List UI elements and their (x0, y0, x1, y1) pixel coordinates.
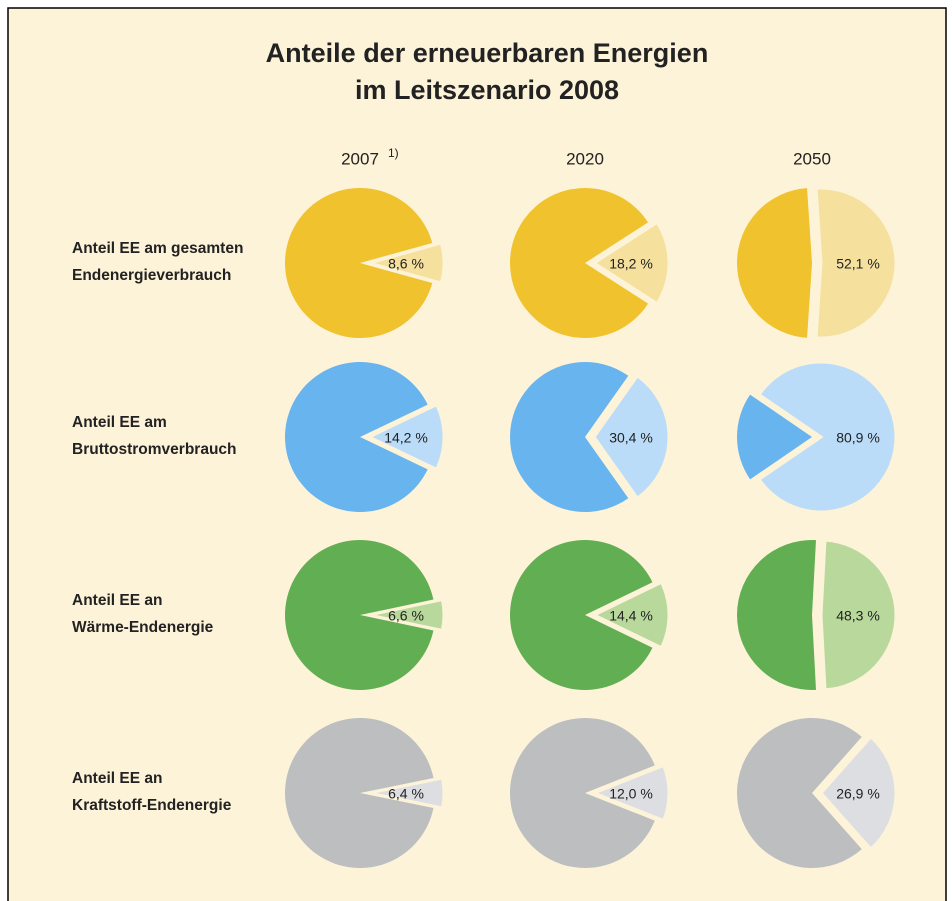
pie-slice (363, 241, 446, 285)
chart-title: Anteile der erneuerbaren Energien (266, 38, 709, 68)
chart-title: im Leitszenario 2008 (355, 75, 619, 105)
value-label: 52,1 % (836, 256, 880, 272)
pie-remainder (737, 394, 812, 480)
pie-slice (589, 763, 671, 823)
value-label: 48,3 % (836, 608, 880, 624)
value-label: 6,6 % (388, 608, 424, 624)
row-label: Anteil EE am (72, 414, 167, 431)
pie-slice (368, 597, 446, 633)
column-label: 2007 (341, 149, 379, 168)
row-label: Endenergieverbrauch (72, 267, 231, 284)
pie-remainder (737, 718, 862, 868)
pie-slice (814, 186, 898, 340)
pie-slice (819, 538, 898, 692)
pie-slice (818, 734, 898, 852)
row-label: Wärme-Endenergie (72, 619, 214, 636)
value-label: 8,6 % (388, 256, 424, 272)
footnote-marker: 1) (388, 146, 399, 160)
pie-remainder (736, 539, 817, 690)
pie-slice (368, 776, 446, 810)
value-label: 6,4 % (388, 786, 424, 802)
pie-slice (590, 580, 671, 650)
pie-remainder (510, 362, 629, 512)
row-label: Anteil EE an (72, 770, 162, 787)
row-label: Kraftstoff-Endenergie (72, 797, 232, 814)
pie-remainder (285, 718, 434, 868)
pie-remainder (285, 362, 428, 512)
pie-slice (591, 220, 671, 306)
column-label: 2050 (793, 149, 831, 168)
row-label: Bruttostromverbrauch (72, 441, 237, 458)
pie-remainder (509, 718, 655, 868)
pie-remainder (284, 540, 434, 690)
value-label: 26,9 % (836, 786, 880, 802)
pie-remainder (510, 188, 649, 338)
row-label: Anteil EE an (72, 592, 162, 609)
pie-remainder (285, 188, 433, 338)
value-label: 18,2 % (609, 256, 653, 272)
pie-remainder (510, 540, 653, 691)
pie-slice (757, 360, 898, 514)
row-label: Anteil EE am gesamten (72, 240, 243, 257)
pie-slice (592, 373, 671, 501)
value-label: 14,2 % (384, 430, 428, 446)
value-label: 12,0 % (609, 786, 653, 802)
pie-remainder (737, 188, 812, 338)
value-label: 14,4 % (609, 608, 653, 624)
value-label: 80,9 % (836, 430, 880, 446)
pie-slice (365, 402, 446, 472)
column-label: 2020 (566, 149, 604, 168)
value-label: 30,4 % (609, 430, 653, 446)
